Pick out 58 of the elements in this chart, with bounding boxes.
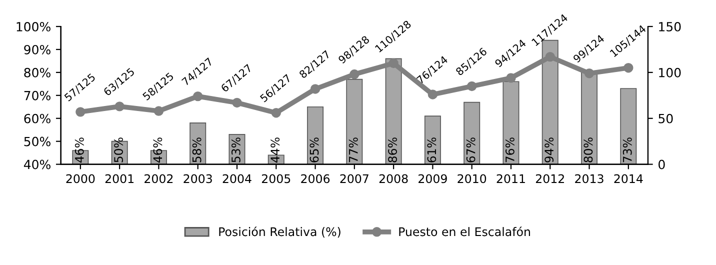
point bbox=[114, 102, 124, 112]
y2-tick-label: 150 bbox=[659, 22, 681, 32]
x-tick-label: 2012 bbox=[536, 174, 564, 184]
x-tick-label: 2001 bbox=[105, 174, 134, 184]
point bbox=[624, 62, 634, 73]
data-label: 94% bbox=[544, 138, 554, 162]
data-label: 53% bbox=[231, 138, 240, 162]
y-tick-label: 100% bbox=[16, 22, 50, 32]
x-tick-label: 2005 bbox=[262, 174, 290, 184]
point bbox=[388, 58, 398, 68]
y-tick-label: 70% bbox=[24, 90, 50, 100]
x-tick-label: 2002 bbox=[144, 174, 173, 184]
data-label: 73% bbox=[622, 138, 632, 162]
y-tick-label: 80% bbox=[24, 68, 50, 78]
data-label: 65% bbox=[310, 138, 319, 162]
data-label: 61% bbox=[427, 138, 436, 162]
point bbox=[506, 73, 516, 83]
y-tick-label: 40% bbox=[24, 160, 50, 170]
x-tick-label: 2010 bbox=[458, 174, 486, 184]
y2-tick-label: 100 bbox=[659, 68, 681, 78]
x-tick-label: 2000 bbox=[66, 174, 95, 184]
point bbox=[310, 84, 320, 94]
data-label: 77% bbox=[348, 138, 358, 162]
data-label: 86% bbox=[388, 138, 397, 162]
y-tick-label: 90% bbox=[24, 44, 50, 54]
y-tick-label: 60% bbox=[24, 114, 50, 124]
data-label: 44% bbox=[270, 138, 280, 163]
data-label: 58% bbox=[192, 138, 202, 162]
legend-label: Posición Relativa (%) bbox=[219, 226, 340, 238]
data-label: 46% bbox=[74, 138, 84, 163]
x-tick-label: 2004 bbox=[222, 174, 252, 184]
x-tick-label: 2006 bbox=[301, 174, 330, 184]
point bbox=[428, 90, 438, 100]
x-tick-label: 2007 bbox=[340, 174, 368, 184]
legend-label: Puesto en el Escalafón bbox=[399, 226, 530, 236]
point bbox=[76, 107, 86, 117]
point bbox=[192, 91, 203, 102]
x-tick-label: 2011 bbox=[496, 174, 525, 184]
data-label: 50% bbox=[114, 138, 123, 162]
x-tick-label: 2009 bbox=[418, 174, 447, 184]
data-label: 46% bbox=[153, 138, 162, 163]
point bbox=[271, 108, 281, 118]
y2-tick-label: 0 bbox=[658, 160, 665, 170]
point bbox=[466, 81, 477, 92]
data-label: 80% bbox=[584, 138, 593, 162]
y2-tick-label: 50 bbox=[658, 114, 673, 124]
data-label: 67% bbox=[466, 138, 476, 162]
x-tick-label: 2014 bbox=[614, 174, 643, 184]
x-tick-label: 2003 bbox=[184, 174, 212, 184]
point bbox=[350, 69, 360, 80]
x-tick-label: 2013 bbox=[575, 174, 604, 184]
x-tick-label: 2008 bbox=[379, 174, 408, 184]
data-label: 76% bbox=[505, 138, 514, 162]
point bbox=[584, 68, 594, 78]
y-tick-label: 50% bbox=[24, 136, 50, 146]
point bbox=[154, 106, 164, 116]
point bbox=[232, 98, 242, 108]
point bbox=[545, 52, 555, 62]
